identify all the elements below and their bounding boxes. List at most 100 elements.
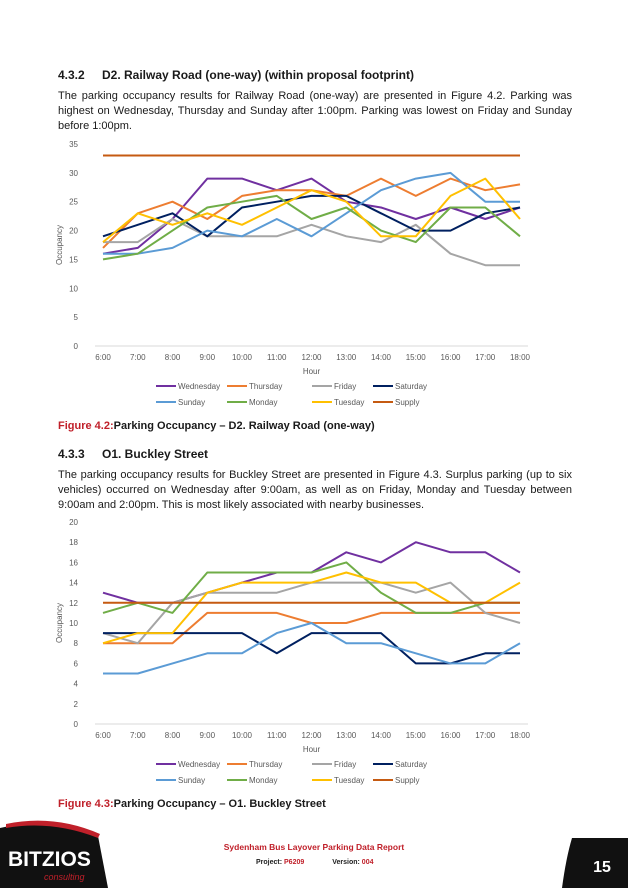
x-tick-label: 9:00 bbox=[199, 731, 215, 740]
y-axis-label: Occupancy bbox=[55, 603, 64, 643]
legend-label-sunday: Sunday bbox=[178, 776, 205, 785]
y-tick-label: 20 bbox=[69, 518, 78, 527]
x-axis-label: Hour bbox=[303, 367, 321, 376]
x-tick-label: 8:00 bbox=[165, 353, 181, 362]
x-tick-label: 18:00 bbox=[510, 731, 531, 740]
company-logo: BITZIOS consulting bbox=[0, 820, 118, 888]
legend-label-monday: Monday bbox=[249, 776, 277, 785]
legend-label-sunday: Sunday bbox=[178, 398, 205, 407]
legend-label-tuesday: Tuesday bbox=[334, 398, 364, 407]
y-tick-label: 4 bbox=[74, 680, 79, 689]
x-tick-label: 10:00 bbox=[232, 731, 253, 740]
project-meta: Project: P6209 Version: 004 bbox=[256, 859, 399, 866]
x-tick-label: 14:00 bbox=[371, 353, 392, 362]
report-title: Sydenham Bus Layover Parking Data Report bbox=[223, 842, 405, 852]
section-paragraph-railway-road: The parking occupancy results for Railwa… bbox=[58, 90, 572, 132]
y-tick-label: 10 bbox=[69, 619, 78, 628]
section-number: 4.3.3 bbox=[58, 447, 85, 461]
version-value: 004 bbox=[361, 859, 374, 866]
legend-label-friday: Friday bbox=[334, 382, 356, 391]
x-tick-label: 17:00 bbox=[475, 731, 496, 740]
x-tick-label: 6:00 bbox=[95, 353, 111, 362]
x-tick-label: 18:00 bbox=[510, 353, 531, 362]
y-tick-label: 14 bbox=[69, 579, 78, 588]
y-tick-label: 16 bbox=[69, 558, 78, 567]
figure-label: Figure 4.3: bbox=[58, 798, 114, 810]
y-tick-label: 8 bbox=[74, 639, 79, 648]
y-tick-label: 25 bbox=[69, 198, 78, 207]
section-title: O1. Buckley Street bbox=[102, 447, 209, 461]
series-line-monday bbox=[102, 561, 520, 614]
legend-label-tuesday: Tuesday bbox=[334, 776, 364, 785]
section-number: 4.3.2 bbox=[58, 68, 85, 82]
logo-main-text: BITZIOS bbox=[8, 848, 91, 871]
x-tick-label: 16:00 bbox=[440, 731, 461, 740]
figure-title: Parking Occupancy – D2. Railway Road (on… bbox=[113, 420, 375, 432]
project-label: Project: bbox=[256, 859, 283, 866]
y-axis-label: Occupancy bbox=[55, 225, 64, 265]
y-tick-label: 20 bbox=[69, 227, 78, 236]
x-tick-label: 11:00 bbox=[267, 731, 287, 740]
section-paragraph-buckley-street: The parking occupancy results for Buckle… bbox=[58, 469, 572, 511]
project-value: P6209 bbox=[284, 859, 305, 866]
x-tick-label: 14:00 bbox=[371, 731, 392, 740]
y-tick-label: 18 bbox=[69, 538, 78, 547]
series-line-saturday bbox=[103, 632, 520, 665]
page-number: 15 bbox=[593, 859, 611, 876]
legend-label-supply: Supply bbox=[395, 398, 419, 407]
x-tick-label: 12:00 bbox=[301, 353, 322, 362]
figure-caption-4-3: Figure 4.3:Parking Occupancy – O1. Buckl… bbox=[58, 798, 326, 810]
y-tick-label: 0 bbox=[74, 342, 79, 351]
chart-buckley-street-occupancy: 0 2 4 6 8 10 12 14 16 18 20 6:00 7:00 8:00 9:00 10:00 11… bbox=[55, 518, 531, 785]
legend-label-supply: Supply bbox=[395, 776, 419, 785]
y-tick-label: 15 bbox=[69, 255, 78, 264]
figure-caption-4-2: Figure 4.2:Parking Occupancy – D2. Railw… bbox=[58, 420, 375, 432]
x-tick-label: 17:00 bbox=[475, 353, 496, 362]
series-line-monday bbox=[102, 194, 521, 261]
legend-label-wednesday: Wednesday bbox=[178, 760, 220, 769]
y-tick-label: 2 bbox=[74, 700, 79, 709]
legend-label-monday: Monday bbox=[249, 398, 277, 407]
x-tick-label: 7:00 bbox=[130, 353, 146, 362]
x-tick-label: 15:00 bbox=[406, 731, 427, 740]
x-tick-label: 9:00 bbox=[199, 353, 215, 362]
legend-label-wednesday: Wednesday bbox=[178, 382, 220, 391]
x-tick-label: 8:00 bbox=[165, 731, 181, 740]
series-line-tuesday bbox=[102, 177, 521, 243]
y-tick-label: 10 bbox=[69, 284, 78, 293]
section-title: D2. Railway Road (one-way) (within propo… bbox=[102, 68, 415, 82]
series-line-sunday bbox=[103, 171, 520, 255]
x-tick-label: 11:00 bbox=[267, 353, 287, 362]
x-tick-label: 13:00 bbox=[336, 731, 357, 740]
section-heading-railway-road: 4.3.2 D2. Railway Road (one-way) (within … bbox=[58, 68, 414, 82]
x-axis-label: Hour bbox=[303, 745, 321, 754]
x-tick-label: 7:00 bbox=[130, 731, 146, 740]
x-tick-label: 12:00 bbox=[301, 731, 322, 740]
y-tick-label: 35 bbox=[69, 140, 78, 149]
figure-title: Parking Occupancy – O1. Buckley Street bbox=[113, 798, 326, 810]
legend-label-thursday: Thursday bbox=[249, 760, 282, 769]
x-tick-label: 15:00 bbox=[406, 353, 427, 362]
chart-railway-road-occupancy: 0 5 10 15 20 25 30 35 6:00 7:00 8:00 9:00 10:00 11:00… bbox=[55, 140, 531, 407]
x-tick-label: 10:00 bbox=[232, 353, 253, 362]
y-tick-label: 5 bbox=[74, 313, 79, 322]
legend-label-friday: Friday bbox=[334, 760, 356, 769]
y-tick-label: 12 bbox=[69, 599, 78, 608]
series-line-thursday bbox=[102, 177, 521, 249]
series-line-sunday bbox=[103, 622, 521, 675]
section-heading-buckley-street: 4.3.3 O1. Buckley Street bbox=[58, 447, 208, 461]
x-tick-label: 13:00 bbox=[336, 353, 357, 362]
y-tick-label: 30 bbox=[69, 169, 78, 178]
page-number-badge: 15 bbox=[562, 838, 628, 888]
series-line-saturday bbox=[102, 194, 521, 238]
version-label: Version: bbox=[332, 859, 360, 866]
figure-label: Figure 4.2: bbox=[58, 420, 114, 432]
x-tick-label: 6:00 bbox=[95, 731, 111, 740]
series-line-friday bbox=[103, 218, 520, 267]
legend-label-saturday: Saturday bbox=[395, 760, 427, 769]
y-tick-label: 0 bbox=[74, 720, 79, 729]
legend-label-saturday: Saturday bbox=[395, 382, 427, 391]
logo-sub-text: consulting bbox=[44, 872, 85, 882]
series-line-thursday bbox=[103, 611, 520, 645]
y-tick-label: 6 bbox=[74, 659, 79, 668]
